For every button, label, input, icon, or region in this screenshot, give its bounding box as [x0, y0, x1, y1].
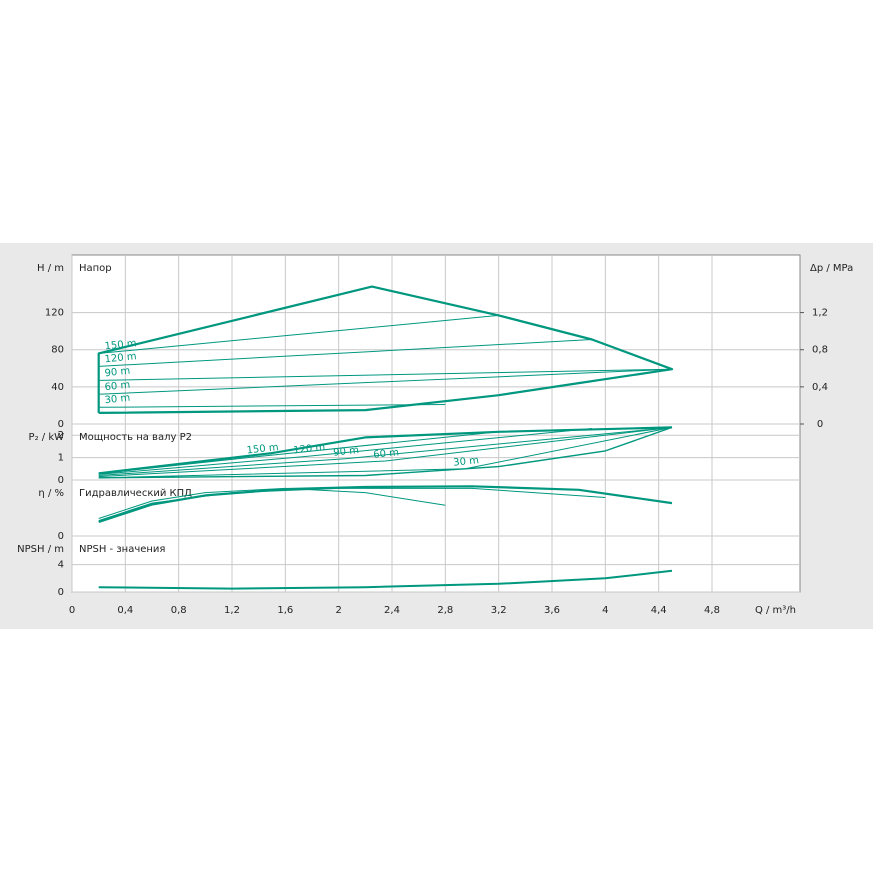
curve — [98, 368, 673, 381]
curve — [98, 487, 606, 522]
y-tick-label: 0 — [58, 419, 64, 430]
y-axis-label: NPSH / m — [17, 544, 64, 555]
x-tick-label: 2 — [335, 605, 341, 616]
panel-title: Мощность на валу P2 — [79, 432, 192, 443]
x-axis-label: Q / m³/h — [755, 605, 796, 616]
y-axis-label: P₂ / kW — [29, 432, 65, 443]
y-tick-label: 2 — [58, 430, 64, 441]
y2-tick-label: 0,8 — [812, 345, 828, 356]
x-tick-label: 0 — [69, 605, 75, 616]
curve — [97, 285, 674, 414]
panel-title: Гидравлический КПД — [79, 488, 192, 499]
curve — [98, 426, 673, 479]
curve — [98, 426, 673, 478]
curve-label: 30 m — [104, 393, 131, 407]
curve-label: 120 m — [293, 442, 326, 456]
curve-label: 90 m — [104, 366, 131, 380]
curve — [98, 426, 673, 479]
x-tick-label: 2,8 — [437, 605, 453, 616]
curve — [98, 368, 673, 395]
y2-tick-label: 0,4 — [812, 382, 828, 393]
curve-label: 60 m — [104, 380, 131, 394]
curve — [98, 404, 446, 408]
curve — [98, 426, 673, 476]
y-axis-label: η / % — [38, 488, 64, 499]
curve — [98, 485, 673, 524]
curve-label: 120 m — [104, 351, 137, 365]
curve — [98, 431, 499, 475]
curve — [98, 314, 499, 354]
y-tick-label: 4 — [58, 560, 64, 571]
y-tick-label: 40 — [51, 382, 64, 393]
curve — [98, 487, 446, 519]
y-tick-label: 1 — [58, 453, 64, 464]
curve-label: 30 m — [453, 455, 480, 469]
curve — [98, 339, 593, 367]
curve — [98, 569, 673, 590]
y-tick-label: 0 — [58, 587, 64, 598]
curve — [98, 426, 673, 475]
y-tick-label: 0 — [58, 531, 64, 542]
curve-label: 60 m — [373, 447, 400, 461]
y2-tick-label: 0 — [817, 419, 823, 430]
curve-label: 90 m — [333, 445, 360, 459]
x-tick-label: 3,2 — [491, 605, 507, 616]
x-tick-label: 4,4 — [651, 605, 667, 616]
curve-label: 150 m — [246, 442, 279, 456]
curve-label: 150 m — [104, 338, 137, 352]
x-tick-label: 3,6 — [544, 605, 560, 616]
x-tick-label: 4 — [602, 605, 608, 616]
y-tick-label: 120 — [45, 308, 64, 319]
y2-axis-label: Δp / MPa — [810, 263, 853, 274]
y-axis-label: H / m — [37, 263, 64, 274]
y-tick-label: 0 — [58, 475, 64, 486]
x-tick-label: 0,8 — [171, 605, 187, 616]
curve — [98, 428, 593, 475]
x-tick-label: 1,6 — [277, 605, 293, 616]
x-tick-label: 2,4 — [384, 605, 400, 616]
panel-title: NPSH - значения — [79, 544, 165, 555]
x-tick-label: 0,4 — [117, 605, 133, 616]
y-tick-label: 80 — [51, 345, 64, 356]
y2-tick-label: 1,2 — [812, 308, 828, 319]
panel-title: Напор — [79, 263, 112, 274]
x-tick-label: 1,2 — [224, 605, 240, 616]
x-tick-label: 4,8 — [704, 605, 720, 616]
